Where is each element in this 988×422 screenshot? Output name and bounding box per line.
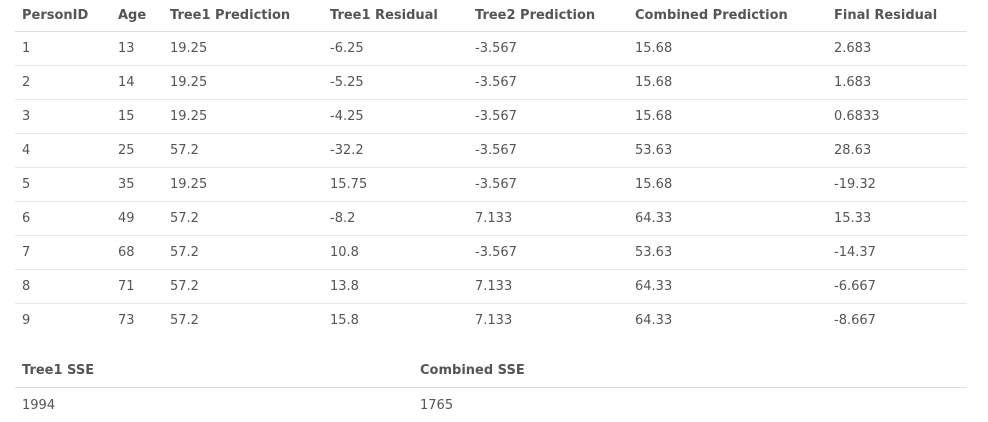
cell-tree2-prediction: -3.567 — [468, 100, 628, 134]
cell-person-id: 1 — [15, 32, 111, 66]
header-combined-sse: Combined SSE — [413, 354, 967, 388]
header-final-residual: Final Residual — [827, 0, 967, 32]
cell-tree1-residual: 15.8 — [323, 304, 468, 338]
header-age: Age — [111, 0, 163, 32]
cell-tree1-prediction: 57.2 — [163, 270, 323, 304]
sse-header-row: Tree1 SSE Combined SSE — [15, 354, 967, 388]
cell-tree1-residual: 13.8 — [323, 270, 468, 304]
cell-final-residual: 15.33 — [827, 202, 967, 236]
cell-combined-prediction: 53.63 — [628, 236, 827, 270]
cell-combined-prediction: 53.63 — [628, 134, 827, 168]
cell-combined-prediction: 15.68 — [628, 168, 827, 202]
cell-tree2-prediction: -3.567 — [468, 134, 628, 168]
cell-tree1-prediction: 57.2 — [163, 202, 323, 236]
sse-table: Tree1 SSE Combined SSE 1994 1765 — [15, 354, 967, 422]
cell-final-residual: 0.6833 — [827, 100, 967, 134]
cell-tree1-prediction: 19.25 — [163, 168, 323, 202]
cell-person-id: 5 — [15, 168, 111, 202]
cell-tree2-prediction: -3.567 — [468, 66, 628, 100]
cell-tree1-prediction: 19.25 — [163, 66, 323, 100]
cell-age: 15 — [111, 100, 163, 134]
cell-person-id: 4 — [15, 134, 111, 168]
header-tree1-residual: Tree1 Residual — [323, 0, 468, 32]
cell-age: 25 — [111, 134, 163, 168]
cell-final-residual: -19.32 — [827, 168, 967, 202]
cell-age: 73 — [111, 304, 163, 338]
cell-tree2-prediction: -3.567 — [468, 32, 628, 66]
cell-tree1-residual: -32.2 — [323, 134, 468, 168]
header-tree1-sse: Tree1 SSE — [15, 354, 413, 388]
cell-tree1-residual: -4.25 — [323, 100, 468, 134]
page-content: PersonID Age Tree1 Prediction Tree1 Resi… — [0, 0, 967, 422]
cell-tree1-residual: -6.25 — [323, 32, 468, 66]
cell-tree2-prediction: 7.133 — [468, 270, 628, 304]
cell-tree1-prediction: 19.25 — [163, 100, 323, 134]
cell-age: 14 — [111, 66, 163, 100]
cell-final-residual: -8.667 — [827, 304, 967, 338]
cell-final-residual: 2.683 — [827, 32, 967, 66]
cell-tree1-prediction: 57.2 — [163, 236, 323, 270]
cell-tree1-residual: 10.8 — [323, 236, 468, 270]
table-header-row: PersonID Age Tree1 Prediction Tree1 Resi… — [15, 0, 967, 32]
cell-tree1-prediction: 57.2 — [163, 304, 323, 338]
cell-tree1-residual: -5.25 — [323, 66, 468, 100]
cell-combined-prediction: 64.33 — [628, 304, 827, 338]
cell-person-id: 7 — [15, 236, 111, 270]
cell-tree2-prediction: -3.567 — [468, 168, 628, 202]
cell-tree1-prediction: 57.2 — [163, 134, 323, 168]
cell-final-residual: 28.63 — [827, 134, 967, 168]
cell-age: 71 — [111, 270, 163, 304]
cell-combined-prediction: 15.68 — [628, 100, 827, 134]
header-person-id: PersonID — [15, 0, 111, 32]
cell-combined-prediction: 64.33 — [628, 270, 827, 304]
cell-tree2-prediction: 7.133 — [468, 202, 628, 236]
predictions-table: PersonID Age Tree1 Prediction Tree1 Resi… — [15, 0, 967, 337]
cell-final-residual: -14.37 — [827, 236, 967, 270]
cell-tree1-residual: -8.2 — [323, 202, 468, 236]
cell-person-id: 6 — [15, 202, 111, 236]
cell-final-residual: -6.667 — [827, 270, 967, 304]
cell-tree2-prediction: 7.133 — [468, 304, 628, 338]
cell-final-residual: 1.683 — [827, 66, 967, 100]
header-combined-prediction: Combined Prediction — [628, 0, 827, 32]
cell-person-id: 9 — [15, 304, 111, 338]
cell-tree1-prediction: 19.25 — [163, 32, 323, 66]
cell-age: 49 — [111, 202, 163, 236]
header-tree1-prediction: Tree1 Prediction — [163, 0, 323, 32]
cell-combined-prediction: 15.68 — [628, 66, 827, 100]
cell-age: 35 — [111, 168, 163, 202]
cell-age: 68 — [111, 236, 163, 270]
cell-tree2-prediction: -3.567 — [468, 236, 628, 270]
cell-person-id: 2 — [15, 66, 111, 100]
cell-combined-prediction: 64.33 — [628, 202, 827, 236]
cell-tree1-residual: 15.75 — [323, 168, 468, 202]
cell-person-id: 8 — [15, 270, 111, 304]
cell-person-id: 3 — [15, 100, 111, 134]
cell-age: 13 — [111, 32, 163, 66]
header-tree2-prediction: Tree2 Prediction — [468, 0, 628, 32]
cell-combined-prediction: 15.68 — [628, 32, 827, 66]
